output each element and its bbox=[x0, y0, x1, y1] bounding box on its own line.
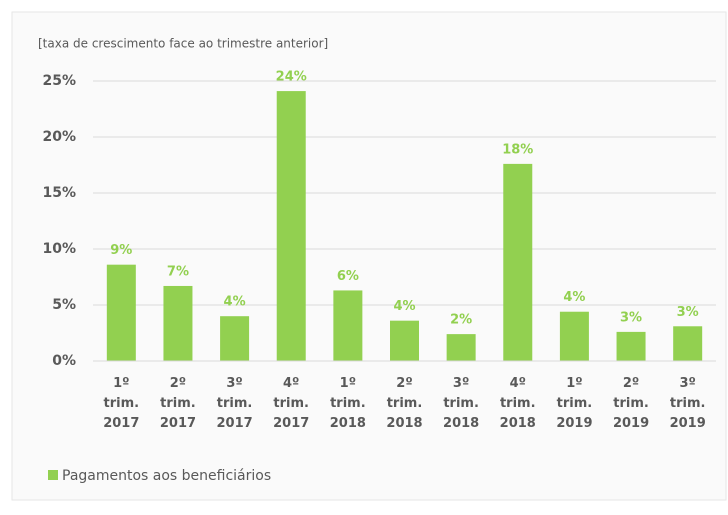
bar bbox=[276, 91, 306, 361]
data-label: 9% bbox=[110, 243, 132, 258]
x-tick-label: 1º trim. 2018 bbox=[329, 376, 366, 431]
y-tick-label: 10% bbox=[42, 241, 76, 257]
bar bbox=[390, 320, 419, 361]
x-tick-label: 2º trim. 2019 bbox=[612, 376, 650, 431]
x-tick-label: 2º trim. 2017 bbox=[159, 376, 197, 431]
data-label: 4% bbox=[393, 299, 415, 314]
bar bbox=[163, 285, 193, 361]
data-label: 3% bbox=[620, 310, 642, 325]
legend-label: Pagamentos aos beneficiários bbox=[62, 468, 271, 484]
x-tick-label: 1º trim. 2019 bbox=[556, 376, 593, 431]
data-label: 7% bbox=[167, 264, 189, 279]
y-tick-label: 15% bbox=[42, 185, 76, 201]
data-label: 4% bbox=[563, 290, 585, 305]
y-tick-label: 25% bbox=[42, 73, 76, 89]
bar bbox=[616, 331, 646, 361]
x-tick-label: 3º trim. 2017 bbox=[216, 376, 253, 431]
x-tick-label: 3º trim. 2018 bbox=[443, 376, 480, 431]
data-label: 3% bbox=[677, 305, 699, 320]
x-tick-label: 4º trim. 2018 bbox=[499, 376, 536, 431]
y-tick-label: 5% bbox=[52, 297, 76, 313]
data-label: 6% bbox=[337, 269, 359, 284]
panel bbox=[11, 11, 727, 501]
x-tick-label: 1º trim. 2017 bbox=[103, 376, 140, 431]
bar bbox=[559, 311, 589, 361]
chart-subtitle: [taxa de crescimento face ao trimestre a… bbox=[38, 37, 328, 51]
bar bbox=[673, 326, 703, 361]
data-label: 18% bbox=[502, 142, 533, 157]
y-tick-label: 0% bbox=[52, 353, 76, 369]
bar bbox=[333, 290, 363, 361]
x-tick-label: 3º trim. 2019 bbox=[669, 376, 706, 431]
bar bbox=[503, 163, 533, 361]
data-label: 2% bbox=[450, 313, 472, 328]
legend-swatch bbox=[48, 470, 58, 480]
data-label: 24% bbox=[276, 70, 307, 85]
x-tick-label: 4º trim. 2017 bbox=[273, 376, 310, 431]
data-label: 4% bbox=[224, 295, 246, 310]
bar bbox=[220, 316, 250, 361]
x-tick-label: 2º trim. 2018 bbox=[386, 376, 423, 431]
y-tick-label: 20% bbox=[42, 129, 76, 145]
bar bbox=[106, 264, 136, 361]
bar bbox=[446, 334, 476, 361]
